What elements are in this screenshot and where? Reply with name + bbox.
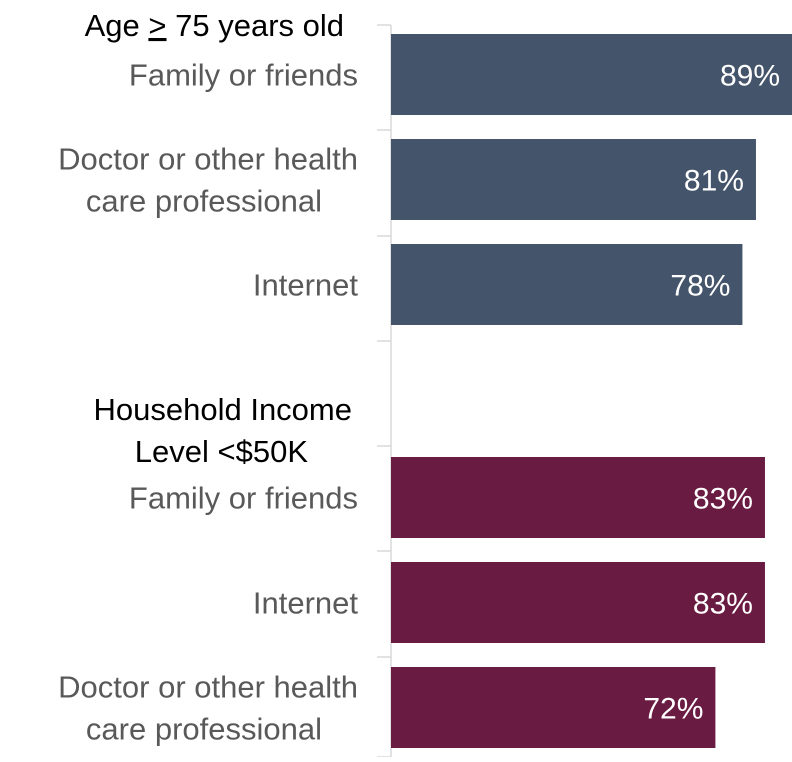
group-title-income-line: Level <$50K (135, 434, 309, 469)
bar-value-label: 89% (720, 60, 780, 93)
category-label: Family or friends (129, 481, 358, 516)
bar (391, 457, 765, 538)
category-label: Internet (253, 268, 359, 303)
category-label: Family or friends (129, 58, 358, 93)
category-label: Doctor or other health (58, 142, 358, 177)
bar (391, 667, 716, 748)
bar (391, 562, 765, 643)
category-label: care professional (86, 184, 322, 219)
bar-value-label: 83% (693, 588, 753, 621)
bar (391, 34, 792, 115)
ge-symbol: > (148, 8, 166, 43)
bar-value-label: 81% (684, 165, 744, 198)
category-label: Internet (253, 586, 359, 621)
bar-value-label: 78% (670, 270, 730, 303)
category-label: Doctor or other health (58, 670, 358, 705)
bar (391, 139, 756, 220)
group-title-income-line: Household Income (94, 392, 353, 427)
bar (391, 244, 743, 325)
group-title-age: Age > 75 years old (85, 8, 344, 43)
bar-value-label: 83% (693, 483, 753, 516)
category-label: care professional (86, 712, 322, 747)
bar-value-label: 72% (643, 693, 703, 726)
